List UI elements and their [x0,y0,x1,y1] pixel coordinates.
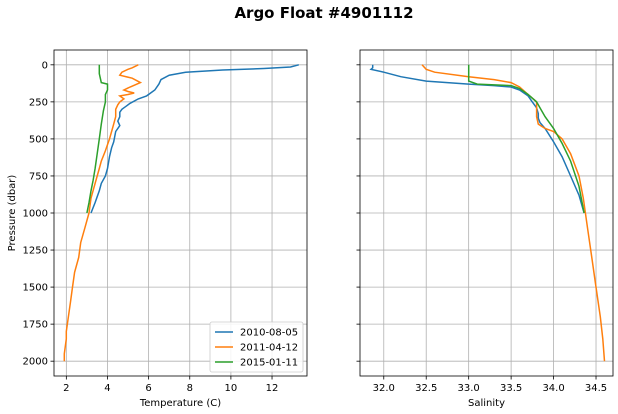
x-tick-label: 34.5 [585,383,607,394]
legend-box [209,321,304,373]
legend-label: 2010-08-05 [240,328,298,339]
x-tick-label: 34.0 [542,383,564,394]
x-tick-label: 32.0 [373,383,395,394]
figure-title: Argo Float #4901112 [234,4,414,22]
y-axis-label: Pressure (dbar) [7,175,18,252]
x-tick-label: 10 [225,383,238,394]
subplot-2: 32.0 32.5 33.0 33.5 34.0 34.5 Salinity [356,49,614,409]
series-line-2010-08-05 [369,64,585,214]
x-axis-label: Temperature (C) [139,398,221,409]
x-tick-label: 33.0 [458,383,480,394]
subplot-1: 2 4 6 8 10 12 0 250 500 750 1000 1250 1500 1750 2000 Te… [7,49,308,409]
y-tick-label: 750 [29,171,48,182]
series-line-2011-04-12 [63,64,143,362]
y-tick-label: 2000 [23,357,48,368]
y-tick-label: 500 [29,134,48,145]
x-tick-label: 32.5 [415,383,437,394]
x-tick-label: 33.5 [500,383,522,394]
x-tick-label: 12 [266,383,279,394]
x-tick-label: 6 [145,383,151,394]
series-line-2015-01-11 [467,64,585,214]
legend: 2010-08-05 2011-04-12 2015-01-11 [209,321,304,373]
x-tick-label: 8 [187,383,193,394]
series-line-2011-04-12 [421,64,606,362]
series-line-2015-01-11 [86,64,109,214]
y-tick-label: 1750 [23,320,48,331]
y-tick-label: 1000 [23,209,48,220]
x-axis-label: Salinity [468,398,505,409]
y-tick-label: 1250 [23,246,48,257]
legend-label: 2011-04-12 [240,343,298,354]
x-tick-label: 2 [63,383,69,394]
y-tick-label: 1500 [23,283,48,294]
y-tick-label: 0 [42,60,48,71]
series-line-2010-08-05 [90,64,299,214]
x-tick-label: 4 [104,383,110,394]
legend-label: 2015-01-11 [240,358,298,369]
y-tick-label: 250 [29,97,48,108]
